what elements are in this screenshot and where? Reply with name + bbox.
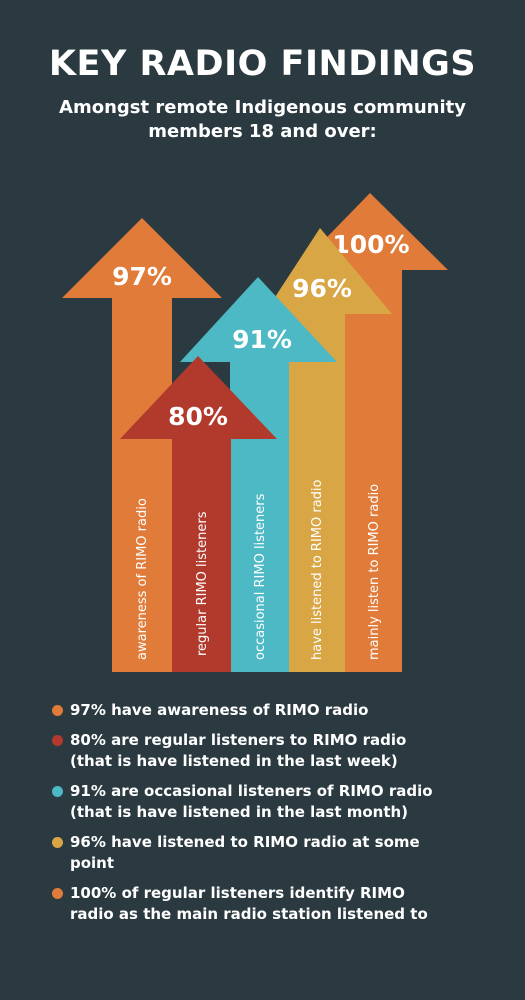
finding-awareness: 97% have awareness of RIMO radio [52,700,507,721]
finding-main-station: 100% of regular listeners identify RIMO … [52,883,507,925]
arrow-mainly-listen: 100% mainly listen to RIMO radio [295,193,448,672]
arrow-mainly-listen-label: mainly listen to RIMO radio [367,484,382,660]
finding-text-line: 97% have awareness of RIMO radio [70,701,369,719]
arrow-regular-label: regular RIMO listeners [195,511,210,656]
arrow-mainly-listen-value: 100% [332,230,409,259]
finding-text-line: radio as the main radio station listened… [70,905,428,923]
arrow-have-listened-value: 96% [292,274,352,303]
arrow-awareness: 97% awareness of RIMO radio [62,218,222,672]
finding-bullet-icon [52,705,63,716]
arrow-awareness-value: 97% [112,262,172,291]
arrow-regular: 80% regular RIMO listeners [120,356,277,672]
findings-list: 97% have awareness of RIMO radio 80% are… [52,700,507,934]
page-subtitle: Amongst remote Indigenous community memb… [59,97,466,142]
finding-text-line: 80% are regular listeners to RIMO radio [70,731,407,749]
arrow-mainly-listen-shape [295,193,448,672]
arrow-occasional: 91% occasional RIMO listeners [180,277,337,672]
page-title: KEY RADIO FINDINGS [48,44,477,84]
arrow-occasional-label: occasional RIMO listeners [253,493,268,660]
finding-text-line: 91% are occasional listeners of RIMO rad… [70,782,433,800]
arrow-occasional-value: 91% [232,325,292,354]
finding-bullet-icon [52,786,63,797]
arrow-awareness-label: awareness of RIMO radio [135,498,150,660]
finding-bullet-icon [52,735,63,746]
finding-text-line: 96% have listened to RIMO radio at some [70,833,420,851]
arrow-regular-value: 80% [168,402,228,431]
arrow-occasional-shape [180,277,337,672]
finding-text-line: 100% of regular listeners identify RIMO [70,884,405,902]
arrow-regular-shape [120,356,277,672]
finding-text-line: (that is have listened in the last week) [70,752,398,770]
arrow-awareness-shape [62,218,222,672]
finding-text-line: (that is have listened in the last month… [70,803,409,821]
finding-bullet-icon [52,888,63,899]
finding-text-line: point [70,854,115,872]
arrow-have-listened-label: have listened to RIMO radio [310,479,325,660]
arrows-graphic: 97% awareness of RIMO radio 100% mainly … [62,193,448,672]
finding-have-listened: 96% have listened to RIMO radio at some … [52,832,507,874]
finding-occasional: 91% are occasional listeners of RIMO rad… [52,781,507,823]
finding-bullet-icon [52,837,63,848]
finding-regular: 80% are regular listeners to RIMO radio … [52,730,507,772]
